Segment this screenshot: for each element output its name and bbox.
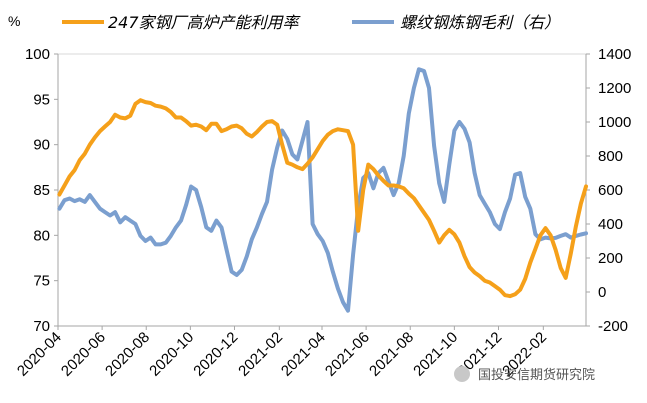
series-line-profit xyxy=(57,67,588,313)
left-tick-label: 90 xyxy=(33,137,50,154)
x-tick-label: 2020-04 xyxy=(14,329,65,380)
legend: 247家钢厂高炉产能利用率 螺纹钢炼钢毛利（右） xyxy=(62,13,560,32)
plot-area xyxy=(57,53,587,327)
x-tick-label: 2020-06 xyxy=(58,329,109,380)
x-tick-label: 2020-12 xyxy=(190,329,241,380)
left-tick-label: 100 xyxy=(25,46,50,63)
left-tick-label: 85 xyxy=(33,182,50,199)
right-tick-label: 1200 xyxy=(598,80,631,97)
right-tick-label: 200 xyxy=(598,250,623,267)
right-tick-label: 1400 xyxy=(598,46,631,63)
x-tick-label: 2021-06 xyxy=(322,329,373,380)
right-tick-label: 1000 xyxy=(598,114,631,131)
x-tick-label: 2021-02 xyxy=(235,329,286,380)
watermark: 国投安信期货研究院 xyxy=(454,366,595,383)
left-tick-label: 95 xyxy=(33,91,50,108)
legend-label-profit: 螺纹钢炼钢毛利（右） xyxy=(400,13,560,32)
left-y-axis: 100 95 90 85 80 75 70 xyxy=(25,46,59,335)
right-y-axis: 1400 1200 1000 800 600 400 200 0 -200 xyxy=(585,46,631,335)
legend-label-utilization: 247家钢厂高炉产能利用率 xyxy=(108,13,302,32)
right-tick-label: 0 xyxy=(598,284,606,301)
x-tick-label: 2020-10 xyxy=(146,329,197,380)
x-tick-label: 2021-04 xyxy=(278,329,329,380)
wechat-logo-icon xyxy=(454,366,470,382)
left-tick-label: 75 xyxy=(33,273,50,290)
series-line-utilization xyxy=(57,98,588,299)
left-tick-label: 70 xyxy=(33,318,50,335)
right-tick-label: 400 xyxy=(598,216,623,233)
left-axis-unit: % xyxy=(8,13,20,29)
right-tick-label: -200 xyxy=(598,318,628,335)
plot-border xyxy=(57,53,587,327)
right-tick-label: 600 xyxy=(598,182,623,199)
left-tick-label: 80 xyxy=(33,227,50,244)
right-tick-label: 800 xyxy=(598,148,623,165)
series-lines xyxy=(57,67,588,313)
x-tick-label: 2021-10 xyxy=(410,329,461,380)
watermark-text: 国投安信期货研究院 xyxy=(478,367,595,383)
x-tick-label: 2021-08 xyxy=(366,329,417,380)
x-tick-label: 2020-08 xyxy=(102,329,153,380)
